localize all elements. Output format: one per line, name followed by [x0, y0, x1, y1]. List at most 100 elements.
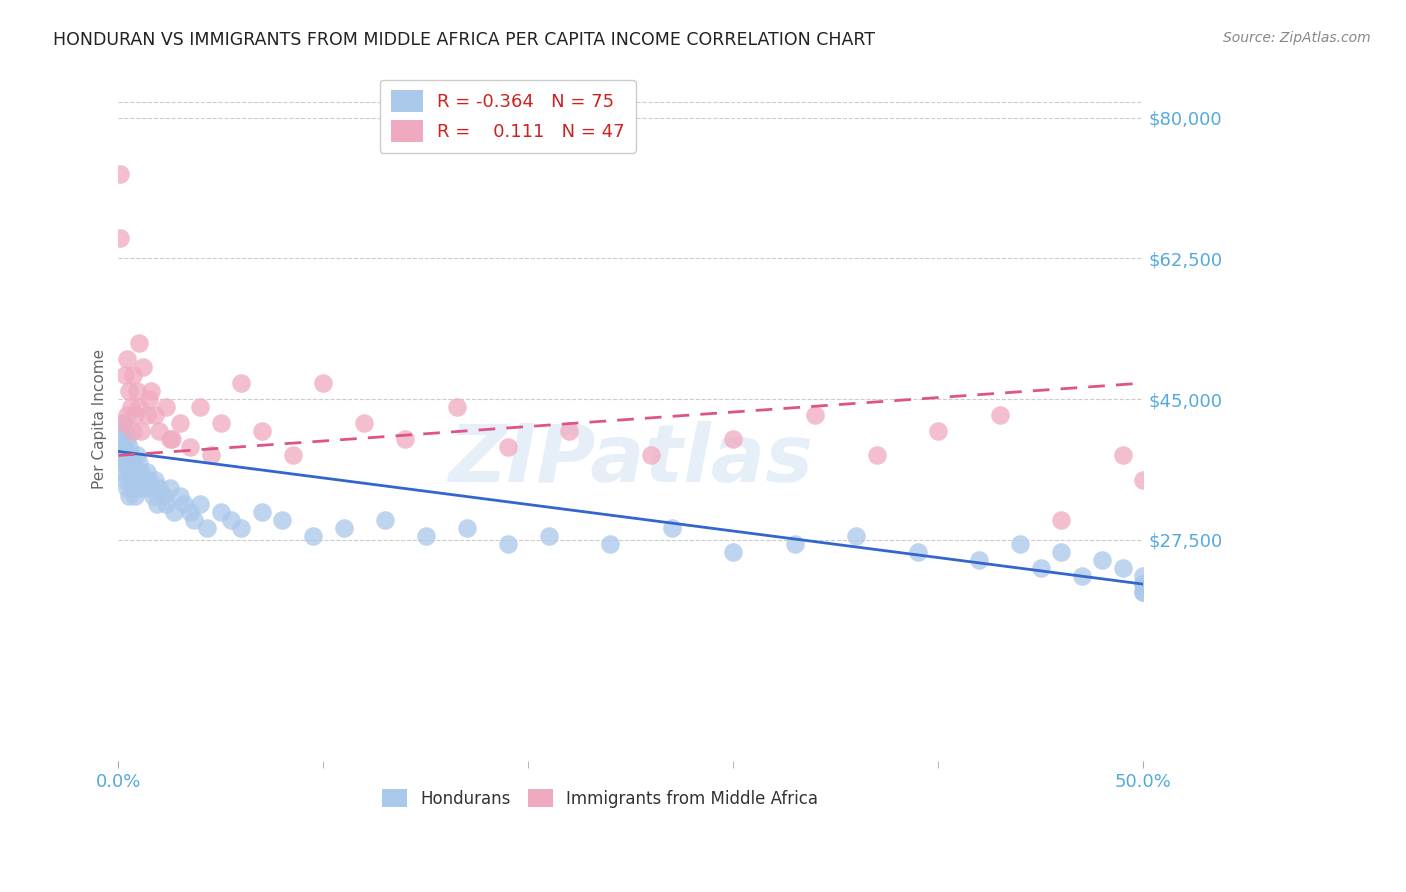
Point — [353, 417, 375, 431]
Point — [146, 497, 169, 511]
Point — [125, 473, 148, 487]
Point — [312, 376, 335, 390]
Point — [128, 335, 150, 350]
Point — [115, 351, 138, 366]
Point — [111, 457, 134, 471]
Point — [110, 449, 132, 463]
Point — [988, 409, 1011, 423]
Point — [118, 384, 141, 398]
Point — [111, 417, 134, 431]
Point — [173, 497, 195, 511]
Point — [281, 449, 304, 463]
Legend: Hondurans, Immigrants from Middle Africa: Hondurans, Immigrants from Middle Africa — [375, 783, 824, 814]
Point — [155, 400, 177, 414]
Point — [132, 359, 155, 374]
Point — [640, 449, 662, 463]
Point — [111, 441, 134, 455]
Point — [179, 441, 201, 455]
Point — [120, 400, 142, 414]
Point — [129, 465, 152, 479]
Point — [129, 425, 152, 439]
Point — [1111, 449, 1133, 463]
Point — [138, 473, 160, 487]
Point — [121, 425, 143, 439]
Point — [374, 513, 396, 527]
Point — [394, 433, 416, 447]
Point — [179, 505, 201, 519]
Point — [250, 505, 273, 519]
Point — [163, 505, 186, 519]
Point — [115, 409, 138, 423]
Point — [111, 417, 134, 431]
Point — [599, 537, 621, 551]
Point — [456, 521, 478, 535]
Point — [115, 457, 138, 471]
Point — [121, 368, 143, 382]
Point — [1050, 545, 1073, 559]
Point — [200, 449, 222, 463]
Point — [110, 167, 132, 181]
Point — [1070, 569, 1092, 583]
Point — [121, 457, 143, 471]
Point — [190, 497, 212, 511]
Point — [558, 425, 581, 439]
Point — [845, 529, 868, 543]
Point — [136, 409, 159, 423]
Point — [333, 521, 356, 535]
Point — [723, 545, 745, 559]
Point — [142, 489, 165, 503]
Point — [231, 521, 253, 535]
Point — [446, 400, 468, 414]
Point — [159, 481, 181, 495]
Point — [155, 497, 177, 511]
Point — [927, 425, 949, 439]
Point — [804, 409, 827, 423]
Point — [110, 465, 132, 479]
Point — [141, 481, 163, 495]
Point — [1132, 585, 1154, 599]
Point — [141, 384, 163, 398]
Point — [148, 425, 170, 439]
Point — [1050, 513, 1073, 527]
Point — [143, 473, 166, 487]
Point — [496, 441, 519, 455]
Point — [114, 368, 136, 382]
Point — [138, 392, 160, 406]
Point — [118, 441, 141, 455]
Point — [110, 231, 132, 245]
Point — [169, 489, 191, 503]
Point — [152, 489, 174, 503]
Point — [125, 384, 148, 398]
Point — [128, 457, 150, 471]
Point — [125, 449, 148, 463]
Point — [118, 465, 141, 479]
Point — [114, 473, 136, 487]
Point — [1010, 537, 1032, 551]
Point — [231, 376, 253, 390]
Point — [143, 409, 166, 423]
Point — [132, 473, 155, 487]
Point — [271, 513, 294, 527]
Point — [496, 537, 519, 551]
Text: ZIPatlas: ZIPatlas — [449, 421, 813, 500]
Point — [124, 465, 146, 479]
Point — [115, 433, 138, 447]
Point — [120, 449, 142, 463]
Point — [121, 481, 143, 495]
Point — [783, 537, 806, 551]
Point — [169, 417, 191, 431]
Point — [110, 433, 132, 447]
Point — [661, 521, 683, 535]
Text: Source: ZipAtlas.com: Source: ZipAtlas.com — [1223, 31, 1371, 45]
Point — [1132, 585, 1154, 599]
Point — [148, 481, 170, 495]
Point — [723, 433, 745, 447]
Point — [209, 505, 232, 519]
Point — [136, 465, 159, 479]
Point — [537, 529, 560, 543]
Point — [209, 417, 232, 431]
Point — [114, 425, 136, 439]
Point — [115, 481, 138, 495]
Point — [967, 553, 990, 567]
Point — [219, 513, 242, 527]
